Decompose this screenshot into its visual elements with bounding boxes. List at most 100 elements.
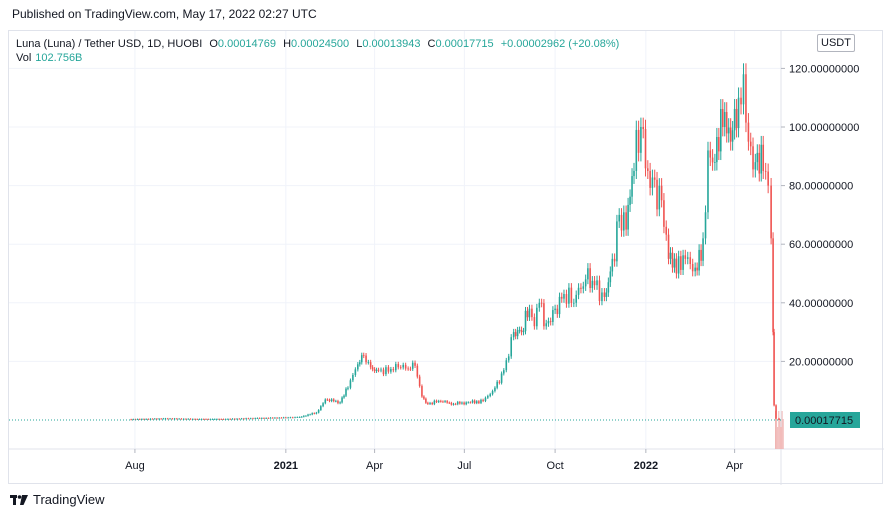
candle-body	[772, 238, 774, 333]
candle-body	[185, 418, 187, 420]
tradingview-logo-icon	[10, 494, 28, 505]
candle-body	[487, 395, 489, 398]
candle-body	[663, 200, 665, 227]
candle-body	[218, 419, 220, 420]
candle-body	[285, 417, 287, 419]
candle-body	[669, 252, 672, 259]
candle-body	[307, 414, 309, 416]
candle-body	[282, 417, 285, 419]
candle-body	[182, 418, 185, 420]
currency-button[interactable]: USDT	[817, 34, 855, 52]
candle-body	[305, 415, 307, 417]
candle-body	[360, 355, 363, 363]
candle-body	[298, 417, 301, 418]
candle-body	[173, 418, 176, 420]
candle-body	[452, 403, 455, 405]
candle-body	[349, 380, 352, 388]
candle-body	[538, 302, 541, 308]
candle-body	[357, 364, 359, 370]
y-tick-label: 40.00000000	[789, 298, 853, 310]
last-price-label: 0.00017715	[795, 415, 853, 427]
candle-body	[727, 127, 730, 134]
candle-body	[698, 249, 700, 271]
volume-bar	[781, 411, 783, 449]
candle-body	[324, 399, 327, 404]
candle-body	[682, 255, 684, 270]
candle-body	[554, 308, 556, 311]
candle-body	[677, 256, 680, 274]
candle-body	[584, 279, 587, 287]
candle-body	[459, 402, 461, 404]
last-price-line: 0.00017715	[9, 411, 860, 428]
candle-body	[718, 137, 720, 152]
candle-body	[205, 419, 207, 420]
candle-body	[249, 418, 252, 420]
candle-body	[565, 294, 568, 304]
candle-body	[359, 362, 361, 365]
candle-body	[740, 97, 742, 105]
candle-body	[582, 286, 585, 289]
candle-body	[627, 204, 629, 230]
candle-body	[166, 418, 169, 420]
high-value: 0.00024500	[291, 38, 350, 50]
candle-body	[169, 418, 171, 420]
candle-body	[644, 129, 647, 169]
candle-body	[721, 109, 724, 127]
candle-body	[489, 394, 491, 396]
candle-body	[533, 317, 536, 327]
candle-body	[300, 416, 303, 418]
candle-body	[500, 373, 503, 383]
price-chart[interactable]: 0.00017715 120.00000000 100.00000000 80.00…	[9, 31, 884, 485]
candle-body	[778, 418, 780, 420]
candle-body	[720, 109, 722, 152]
candle-body	[243, 418, 245, 420]
candle-body	[176, 418, 178, 420]
vol-value: 102.756B	[35, 52, 83, 64]
last-price-badge	[790, 411, 860, 428]
candle-body	[512, 332, 515, 338]
candle-body	[480, 399, 482, 403]
footer-brand[interactable]: TradingView	[33, 492, 105, 507]
candle-body	[151, 418, 154, 420]
candle-body	[269, 417, 272, 419]
candle-body	[421, 386, 423, 397]
candle-body	[392, 369, 395, 371]
candle-body	[450, 402, 453, 405]
candle-body	[147, 418, 150, 420]
high-label: H	[283, 38, 292, 50]
volume-bar	[777, 427, 779, 449]
close-label: C	[427, 38, 436, 50]
candle-body	[395, 364, 397, 371]
candle-body	[254, 418, 257, 420]
candle-body	[667, 234, 670, 259]
candle-body	[463, 402, 465, 405]
candle-body	[313, 413, 316, 414]
candle-body	[620, 214, 623, 231]
volume-bars	[775, 411, 784, 449]
candle-body	[629, 196, 631, 205]
candle-body	[611, 258, 614, 272]
candle-body	[770, 185, 772, 239]
price-series	[130, 63, 780, 421]
chart-frame[interactable]: 0.00017715 120.00000000 100.00000000 80.00…	[8, 30, 884, 485]
candle-body	[211, 419, 214, 420]
candle-body	[256, 418, 259, 419]
x-tick-label: Apr	[366, 460, 383, 472]
candle-body	[423, 396, 425, 399]
symbol-label[interactable]: Luna (Luna) / Tether USD, 1D, HUOBI	[16, 38, 203, 50]
candle-body	[749, 141, 752, 147]
x-tick-label: Apr	[726, 460, 743, 472]
candle-body	[563, 294, 565, 299]
candle-body	[369, 362, 372, 368]
candle-body	[552, 310, 554, 322]
x-tick-label: 2021	[274, 460, 298, 472]
candle-body	[762, 144, 765, 171]
candle-body	[236, 418, 238, 420]
candle-body	[469, 402, 472, 404]
candle-body	[649, 170, 651, 188]
candle-body	[141, 418, 143, 420]
candle-body	[467, 402, 470, 404]
candle-body	[733, 108, 736, 131]
candle-body	[278, 417, 281, 419]
candle-body	[702, 238, 704, 261]
